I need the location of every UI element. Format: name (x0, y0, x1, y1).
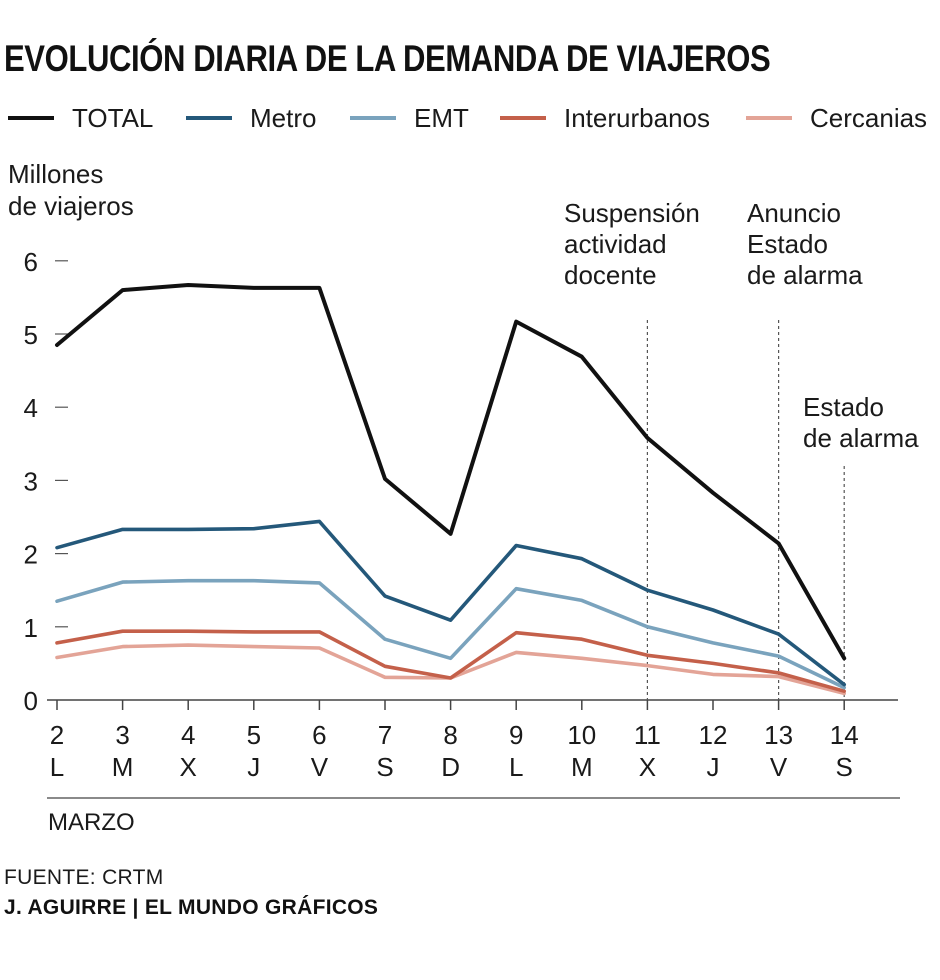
annotation-label-11: Suspensión (564, 198, 700, 228)
legend: TOTAL Metro EMT Interurbanos Cercanias (8, 100, 938, 136)
annotation-label-11: docente (564, 260, 657, 290)
x-weekday-label-10: M (571, 752, 593, 782)
x-weekday-label-9: L (509, 752, 523, 782)
annotation-label-11: actividad (564, 229, 667, 259)
legend-label-interurbanos: Interurbanos (564, 102, 710, 133)
legend-swatch-emt (350, 116, 396, 120)
x-axis-month-label: MARZO (48, 809, 135, 836)
annotation-label-13: Estado (747, 229, 828, 259)
annotation-label-14: de alarma (803, 423, 919, 453)
x-weekday-label-8: D (441, 752, 460, 782)
legend-swatch-total (8, 116, 54, 120)
y-tick-label-5: 5 (24, 320, 38, 350)
y-tick-label-6: 6 (24, 247, 38, 277)
series-line-interurbanos (55, 629, 847, 694)
x-tick-label-14: 14 (830, 720, 859, 750)
legend-item-cercanias: Cercanias (746, 100, 927, 136)
x-weekday-label-14: S (836, 752, 853, 782)
x-tick-label-9: 9 (509, 720, 523, 750)
annotation-label-13: Anuncio (747, 198, 841, 228)
x-tick-label-11: 11 (634, 720, 661, 750)
y-tick-label-1: 1 (24, 613, 38, 643)
x-tick-label-6: 6 (312, 720, 326, 750)
x-weekday-label-5: J (247, 752, 260, 782)
x-weekday-label-2: L (50, 752, 64, 782)
y-tick-label-4: 4 (24, 393, 38, 423)
series-line-total (55, 283, 847, 661)
source-note: FUENTE: CRTM (4, 866, 164, 889)
series-line-cercanias (55, 643, 847, 696)
x-weekday-label-6: V (311, 752, 329, 782)
legend-label-metro: Metro (250, 102, 317, 133)
y-tick-label-3: 3 (24, 466, 38, 496)
y-tick-label-2: 2 (24, 540, 38, 570)
series-line-emt (55, 578, 847, 690)
legend-swatch-cercanias (746, 116, 792, 120)
x-tick-label-12: 12 (699, 720, 728, 750)
legend-item-total: TOTAL (8, 100, 153, 136)
annotation-label-14: Estado (803, 392, 884, 422)
x-tick-label-10: 10 (567, 720, 596, 750)
legend-label-cercanias: Cercanias (810, 102, 928, 133)
y-tick-label-0: 0 (24, 686, 38, 716)
x-weekday-label-13: V (770, 752, 788, 782)
x-tick-label-13: 13 (764, 720, 793, 750)
y-axis-label: Millones (8, 159, 103, 189)
legend-swatch-interurbanos (500, 116, 546, 120)
legend-swatch-metro (186, 116, 232, 120)
x-tick-label-3: 3 (115, 720, 129, 750)
x-tick-label-4: 4 (181, 720, 195, 750)
y-axis-label: de viajeros (8, 191, 134, 221)
credit-line: J. AGUIRRE | EL MUNDO GRÁFICOS (4, 896, 379, 919)
x-weekday-label-11: X (639, 752, 656, 782)
x-weekday-label-12: J (707, 752, 720, 782)
legend-item-metro: Metro (186, 100, 316, 136)
x-weekday-label-7: S (376, 752, 393, 782)
x-tick-label-2: 2 (50, 720, 64, 750)
x-tick-label-8: 8 (443, 720, 457, 750)
chart-title: EVOLUCIÓN DIARIA DE LA DEMANDA DE VIAJER… (4, 38, 771, 79)
legend-label-total: TOTAL (72, 102, 154, 133)
legend-item-emt: EMT (350, 100, 469, 136)
x-weekday-label-3: M (112, 752, 134, 782)
legend-label-emt: EMT (414, 102, 469, 133)
series-line-metro (55, 519, 847, 687)
x-tick-label-5: 5 (247, 720, 261, 750)
legend-item-interurbanos: Interurbanos (500, 100, 710, 136)
x-weekday-label-4: X (180, 752, 197, 782)
x-tick-label-7: 7 (378, 720, 392, 750)
annotation-label-13: de alarma (747, 260, 863, 290)
